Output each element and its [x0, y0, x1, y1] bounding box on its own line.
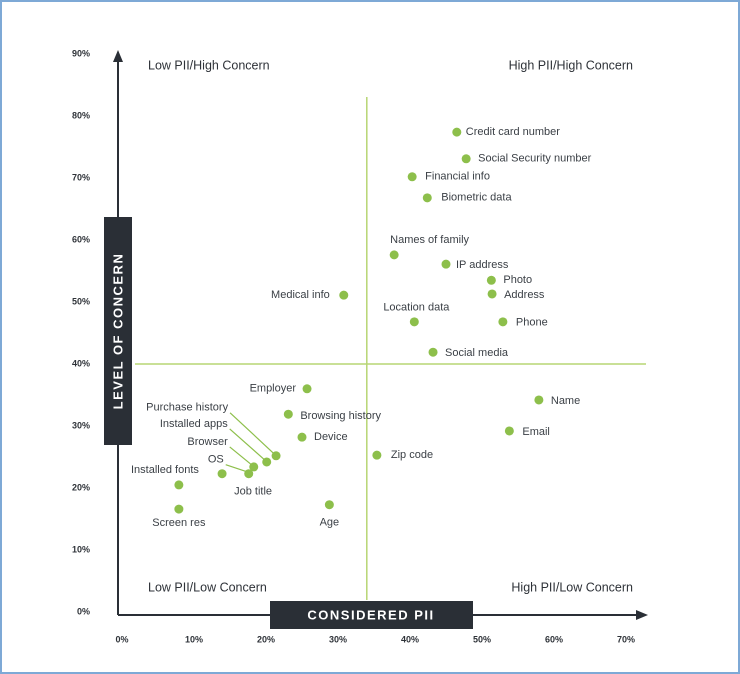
- point: [249, 462, 259, 472]
- point: [441, 259, 451, 269]
- quadrant-label: Low PII/High Concern: [148, 58, 270, 72]
- point: [461, 154, 471, 164]
- point-label: IP address: [456, 259, 509, 271]
- point-label: Email: [522, 426, 550, 438]
- point: [244, 469, 254, 479]
- point-label: Social media: [445, 347, 509, 359]
- point: [302, 384, 312, 394]
- point-label: Browser: [187, 436, 228, 448]
- point: [534, 395, 544, 405]
- point-label: Zip code: [391, 449, 433, 461]
- y-tick-label: 20%: [72, 482, 90, 492]
- y-tick-label: 80%: [72, 110, 90, 120]
- point: [422, 193, 432, 203]
- point: [498, 317, 508, 327]
- quadrant-label: Low PII/Low Concern: [148, 580, 267, 594]
- point-label: Names of family: [390, 234, 469, 246]
- y-tick-label: 60%: [72, 234, 90, 244]
- point: [324, 500, 334, 510]
- point-label: Installed apps: [160, 418, 228, 430]
- point: [174, 480, 184, 490]
- x-axis-label: CONSIDERED PII: [307, 607, 434, 622]
- point: [428, 347, 438, 357]
- y-label-box: [104, 217, 132, 445]
- point-label: Photo: [503, 274, 532, 286]
- point: [297, 432, 307, 442]
- point: [452, 127, 462, 137]
- point-label: Credit card number: [466, 126, 560, 138]
- point: [217, 469, 227, 479]
- x-tick-label: 50%: [473, 634, 491, 644]
- point-label: Device: [314, 431, 348, 443]
- point-label: Age: [320, 517, 340, 529]
- point-label: Biometric data: [441, 192, 512, 204]
- x-tick-label: 60%: [545, 634, 563, 644]
- point-label: Installed fonts: [131, 464, 199, 476]
- point: [271, 451, 281, 461]
- point: [486, 275, 496, 285]
- point-label: Employer: [250, 383, 297, 395]
- point: [389, 250, 399, 260]
- x-tick-label: 20%: [257, 634, 275, 644]
- point: [409, 317, 419, 327]
- leader-line: [229, 412, 275, 455]
- point-label: Purchase history: [146, 402, 228, 414]
- point: [339, 290, 349, 300]
- y-tick-label: 40%: [72, 358, 90, 368]
- point-label: Financial info: [425, 171, 490, 183]
- point-label: Job title: [234, 486, 272, 498]
- y-tick-label: 10%: [72, 544, 90, 554]
- point-label: Address: [504, 289, 545, 301]
- quadrant-label: High PII/Low Concern: [511, 580, 633, 594]
- x-tick-label: 10%: [185, 634, 203, 644]
- point-label: Social Security number: [478, 153, 591, 165]
- leader-line: [229, 428, 266, 461]
- point-label: Browsing history: [300, 410, 381, 422]
- y-axis-label: LEVEL OF CONCERN: [110, 253, 125, 410]
- point-label: Screen res: [152, 517, 206, 529]
- point-label: Medical info: [271, 289, 330, 301]
- leader-line: [225, 464, 247, 473]
- x-tick-label: 0%: [115, 634, 128, 644]
- x-arrow: [636, 610, 648, 620]
- y-tick-label: 0%: [77, 606, 90, 616]
- y-arrow: [113, 50, 123, 62]
- x-tick-label: 70%: [617, 634, 635, 644]
- y-tick-label: 90%: [72, 48, 90, 58]
- x-label-box: [270, 601, 473, 629]
- point: [407, 172, 417, 182]
- quadrant-label: High PII/High Concern: [509, 58, 633, 72]
- leader-line: [229, 446, 253, 466]
- point-label: Location data: [383, 302, 450, 314]
- point: [283, 409, 293, 419]
- point-label: Name: [551, 395, 580, 407]
- point: [487, 289, 497, 299]
- point: [174, 504, 184, 514]
- y-tick-label: 50%: [72, 296, 90, 306]
- y-tick-label: 30%: [72, 420, 90, 430]
- point: [504, 426, 514, 436]
- point: [372, 450, 382, 460]
- point-label: OS: [208, 454, 224, 466]
- point-label: Phone: [516, 317, 548, 329]
- x-tick-label: 40%: [401, 634, 419, 644]
- point: [262, 457, 272, 467]
- y-tick-label: 70%: [72, 172, 90, 182]
- x-tick-label: 30%: [329, 634, 347, 644]
